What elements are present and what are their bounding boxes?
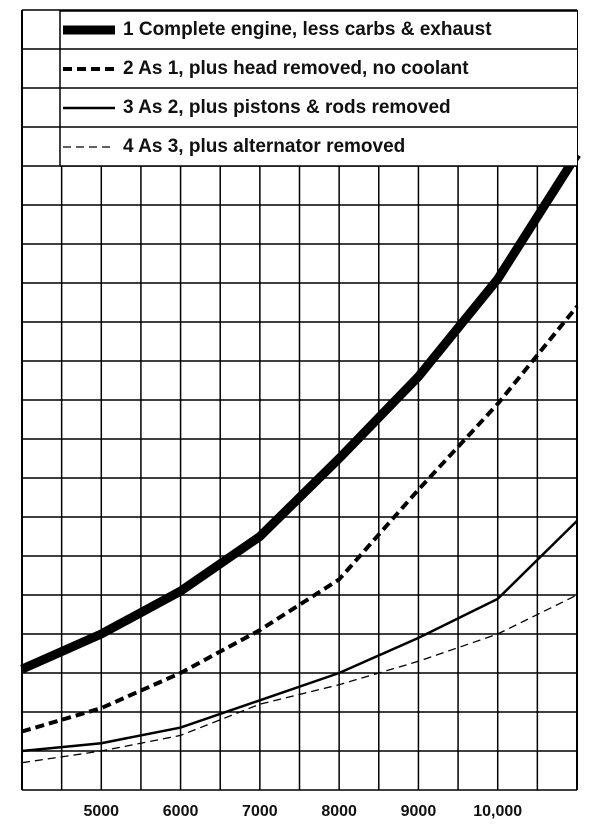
legend-label: 2 As 1, plus head removed, no coolant: [123, 58, 469, 79]
series-line: [20, 151, 581, 674]
series-line: [21, 594, 578, 764]
x-tick-label: 8000: [321, 803, 357, 820]
x-tick-label: 5000: [83, 803, 119, 820]
x-tick-label: 7000: [242, 803, 278, 820]
legend-label: 4 As 3, plus alternator removed: [123, 136, 405, 157]
x-tick-label: 6000: [163, 803, 199, 820]
series-line: [21, 520, 578, 753]
x-tick-label: 9000: [401, 803, 437, 820]
x-tick-label: 10,000: [473, 803, 522, 820]
legend-label: 1 Complete engine, less carbs & exhaust: [123, 19, 492, 40]
legend-label: 3 As 2, plus pistons & rods removed: [123, 97, 451, 118]
